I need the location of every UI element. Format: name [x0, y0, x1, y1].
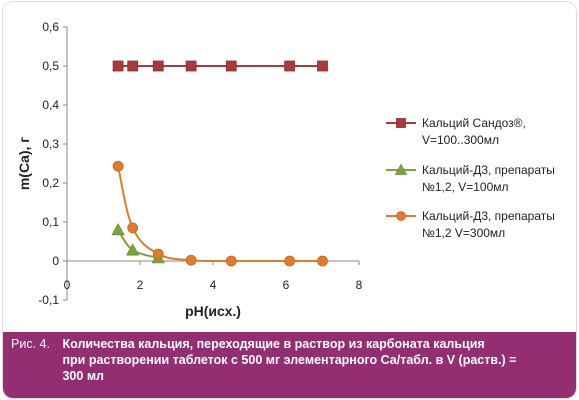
legend-entry-label: №1,2 V=300мл [422, 226, 505, 240]
caption-line: 300 мл [62, 369, 105, 383]
y-tick-label: 0,5 [42, 59, 59, 73]
y-tick-label: 0,1 [42, 215, 59, 229]
line-chart: -0,1 0 0,1 0,2 0,3 0,4 0,5 0,6 0 2 4 6 8 pH(исх.) m(Ca… [16, 20, 555, 319]
y-tick-label: 0,6 [42, 20, 59, 34]
x-tick-label: 6 [283, 278, 290, 292]
figure-frame: -0,1 0 0,1 0,2 0,3 0,4 0,5 0,6 0 2 4 6 8 pH(исх.) m(Ca… [3, 2, 576, 398]
data-point [112, 160, 124, 172]
caption-line: при растворении таблеток с 500 мг элемен… [62, 353, 517, 367]
plot-panel: -0,1 0 0,1 0,2 0,3 0,4 0,5 0,6 0 2 4 6 8 pH(исх.) m(Ca… [3, 2, 576, 332]
data-point [317, 255, 328, 267]
caption-line: Количества кальция, переходящие в раство… [62, 337, 485, 351]
legend-entry-label: V=100..300мл [422, 133, 499, 147]
y-axis-title: m(Ca), г [16, 137, 32, 190]
data-point [284, 60, 296, 72]
x-tick-label: 0 [64, 278, 71, 292]
legend-entry-label: №1,2, V=100мл [422, 180, 509, 194]
y-tick-label: 0,3 [42, 137, 59, 151]
data-point [152, 60, 164, 72]
data-point [284, 255, 296, 267]
x-tick-label: 8 [356, 278, 363, 292]
x-tick-label: 2 [137, 278, 144, 292]
y-tick-label: 0 [52, 254, 59, 268]
data-point [126, 243, 140, 256]
x-tick-label: 4 [210, 278, 217, 292]
legend-entry-label: Кальций-Д3, препараты [422, 163, 555, 177]
legend-marker [396, 211, 406, 221]
legend-entry-label: Кальций Сандоз®, [422, 116, 526, 130]
y-tick-label: 0,2 [42, 176, 59, 190]
data-point [185, 60, 197, 72]
data-point [111, 222, 125, 236]
y-tick-label: 0,4 [42, 98, 59, 112]
legend-marker [394, 163, 408, 175]
data-point [185, 254, 197, 266]
series-line [117, 165, 323, 263]
figure-caption: Рис. 4. Количества кальция, переходящие … [3, 332, 576, 398]
caption-label: Рис. 4. [11, 337, 50, 351]
y-tick-label: -0,1 [38, 293, 59, 307]
data-point [225, 60, 237, 72]
data-point [127, 222, 139, 234]
x-axis-title: pH(исх.) [185, 303, 241, 319]
data-point [152, 248, 164, 260]
data-point [225, 255, 237, 267]
caption-text: Количества кальция, переходящие в раство… [62, 336, 532, 384]
legend-marker [396, 118, 406, 128]
data-point [127, 60, 139, 72]
legend-entry-label: Кальций-Д3, препараты [422, 209, 555, 223]
data-point [317, 60, 328, 72]
data-point [112, 60, 124, 72]
